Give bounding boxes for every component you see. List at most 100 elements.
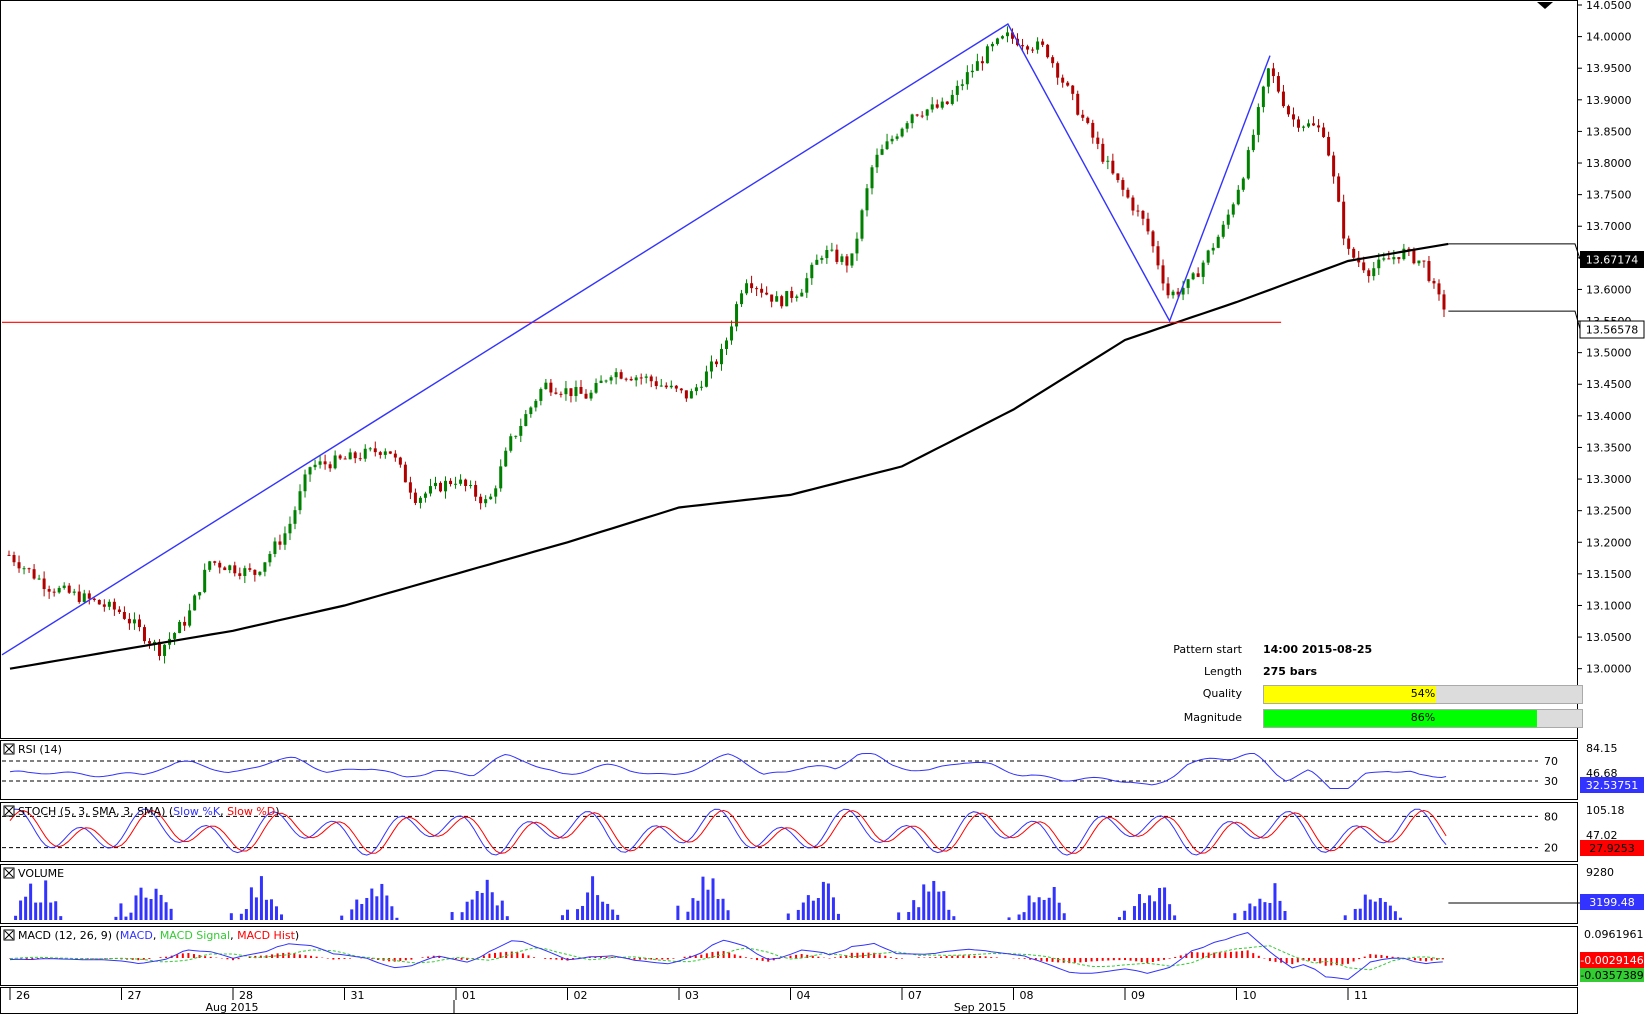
candle-body [1051, 57, 1055, 64]
macd-hist-bar [1118, 958, 1121, 961]
quality-label: Quality [1202, 687, 1242, 700]
candle-body [1362, 262, 1366, 271]
candle-body [689, 391, 693, 399]
candle-body [735, 304, 739, 327]
day-label: 31 [351, 989, 365, 1002]
macd-signal-line [9, 945, 1443, 971]
candle-body [142, 627, 146, 642]
volume-bar [1263, 902, 1267, 920]
macd-hist-bar [1157, 958, 1160, 961]
macd-hist-bar [644, 958, 647, 960]
candle-body [1156, 246, 1160, 266]
candle-body [228, 565, 232, 571]
volume-bar [1052, 887, 1056, 920]
macd-hist-bar [187, 953, 190, 958]
macd-hist-bar [1057, 958, 1060, 963]
price-tick-label: 13.7000 [1586, 220, 1632, 233]
candle-body [1161, 265, 1165, 284]
candle-body [1046, 44, 1050, 58]
candle-body [1281, 91, 1285, 107]
price-tick-label: 13.4500 [1586, 378, 1632, 391]
candle-body [183, 621, 187, 626]
candle-body [1286, 106, 1290, 115]
candle-body [1392, 257, 1396, 260]
candle-body [348, 452, 352, 460]
macd-hist-bar [505, 951, 508, 958]
candle-body [709, 361, 713, 372]
date-axis [0, 987, 1578, 1014]
volume-bar [560, 915, 564, 920]
macd-hist-bar [666, 958, 669, 960]
candle-body [559, 393, 563, 395]
macd-hist-bar [1257, 955, 1260, 958]
candle-body [489, 496, 493, 500]
volume-bar [360, 903, 364, 920]
macd-hist-bar [1313, 958, 1316, 961]
candle-body [323, 461, 327, 465]
candle-body [1141, 210, 1145, 219]
macd-hist-bar [315, 956, 318, 958]
candle-body [910, 114, 914, 124]
candle-body [539, 389, 543, 401]
candle-body [32, 569, 36, 579]
volume-bar [942, 891, 946, 920]
volume-bar [274, 906, 278, 920]
candle-body [1291, 114, 1295, 120]
volume-bar [259, 876, 263, 920]
volume-bar [129, 912, 133, 920]
rsi-level-label: 70 [1544, 755, 1558, 768]
macd-hist-bar [1218, 952, 1221, 958]
volume-bar [154, 888, 158, 920]
price-tick-label: 13.5000 [1586, 347, 1632, 360]
quality-value: 54% [1410, 687, 1436, 700]
macd-hist-bar [861, 952, 864, 958]
macd-hist-bar [499, 952, 502, 958]
candle-body [1337, 176, 1341, 202]
volume-bar [1032, 902, 1036, 920]
candle-body [72, 591, 76, 593]
macd-hist-bar [889, 957, 892, 958]
macd-hist-bar [611, 957, 614, 958]
candle-body [905, 123, 909, 129]
macd-hist-bar [728, 952, 731, 958]
candle-body [584, 393, 588, 399]
macd-value-tags: -0.0029146 -0.0357389 [1580, 952, 1644, 982]
ma-price-tag: 13.67174 [1580, 251, 1644, 268]
macd-hist-bar [750, 958, 753, 959]
candle-body [464, 479, 468, 486]
macd-hist-value: -0.0029146 [1580, 954, 1643, 967]
macd-hist-bar [488, 953, 491, 958]
volume-bar [696, 900, 700, 920]
volume-bar [927, 891, 931, 920]
macd-hist-bar [1296, 958, 1299, 963]
macd-hist-bar [510, 951, 513, 958]
pattern-zigzag-line[interactable] [1, 23, 1271, 656]
candle-body [725, 340, 729, 349]
volume-axis-label: 9280 [1586, 866, 1614, 879]
candle-body [554, 392, 558, 394]
rsi-indicator: 70 30 84.15 46.68 [2, 742, 1618, 789]
candle-body [1302, 126, 1306, 128]
candle-body [649, 376, 653, 382]
candle-body [750, 283, 754, 289]
candle-body [1121, 180, 1125, 190]
day-label: 26 [16, 989, 30, 1002]
price-tick-label: 13.9500 [1586, 62, 1632, 75]
macd-hist-bar [192, 954, 195, 958]
candle-body [629, 378, 633, 381]
macd-hist-bar [137, 958, 140, 961]
magnitude-bar: 86% [1263, 709, 1583, 728]
candle-body [544, 382, 548, 390]
price-tick-label: 13.2500 [1586, 505, 1632, 518]
panel-collapse-icon[interactable] [1537, 2, 1553, 9]
macd-hist-bar [482, 955, 485, 958]
candle-body [714, 361, 718, 365]
candle-body [418, 497, 422, 503]
volume-bar [1137, 894, 1141, 920]
macd-hist-bar [1129, 958, 1132, 961]
volume-bar [1017, 914, 1021, 920]
candle-body [1372, 268, 1376, 277]
volume-bar [495, 905, 499, 920]
macd-title: MACD (12, 26, 9) ( [18, 929, 120, 942]
